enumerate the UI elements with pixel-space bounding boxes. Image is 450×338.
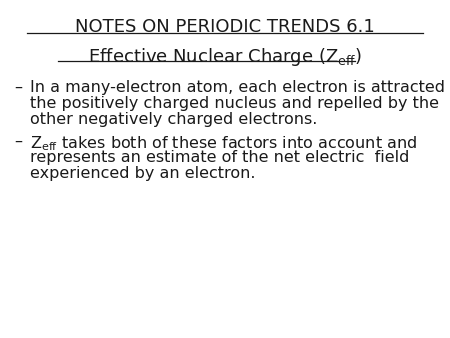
- Text: –: –: [14, 80, 22, 95]
- Text: represents an estimate of the net electric  field: represents an estimate of the net electr…: [30, 150, 409, 165]
- Text: experienced by an electron.: experienced by an electron.: [30, 166, 256, 181]
- Text: $\mathregular{Z_{eff}}$ takes both of these factors into account and: $\mathregular{Z_{eff}}$ takes both of th…: [30, 134, 417, 153]
- Text: the positively charged nucleus and repelled by the: the positively charged nucleus and repel…: [30, 96, 439, 111]
- Text: –: –: [14, 134, 22, 149]
- Text: NOTES ON PERIODIC TRENDS 6.1: NOTES ON PERIODIC TRENDS 6.1: [75, 18, 375, 36]
- Text: In a many-electron atom, each electron is attracted to: In a many-electron atom, each electron i…: [30, 80, 450, 95]
- Text: other negatively charged electrons.: other negatively charged electrons.: [30, 112, 317, 127]
- Text: Effective Nuclear Charge ($\mathregular{Z_{eff}}$): Effective Nuclear Charge ($\mathregular{…: [88, 46, 362, 68]
